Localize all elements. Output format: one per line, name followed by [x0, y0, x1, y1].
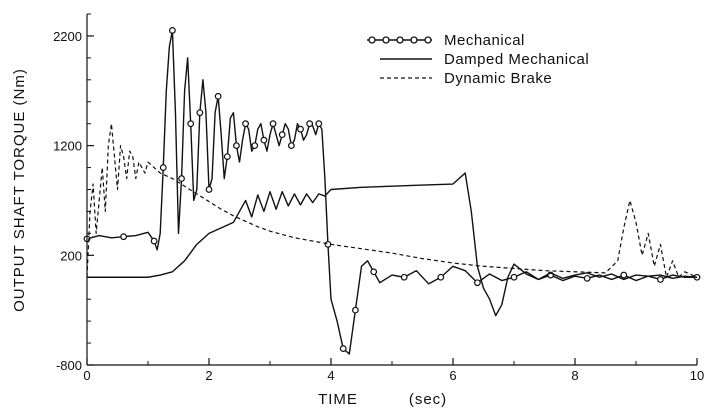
series-point-mechanical	[168, 27, 176, 34]
y-axis-title: OUTPUT SHAFT TORQUE (Nm)	[11, 68, 28, 312]
legend-marker	[368, 36, 376, 44]
series-point-mechanical	[242, 120, 250, 128]
x-axis-title: TIME	[318, 391, 358, 408]
series-layer	[83, 27, 701, 355]
x-axis-unit: (sec)	[409, 391, 447, 408]
series-point-mechanical	[287, 142, 295, 150]
series-point-mechanical	[178, 175, 185, 182]
ticks-layer: 0 2 4 6 8 10 -800 200 1200 2200	[53, 13, 704, 383]
legend-marker	[410, 36, 418, 44]
x-tick-label: 0	[83, 368, 90, 383]
series-point-mechanical	[196, 109, 204, 117]
series-point-mechanical	[437, 273, 445, 281]
series-point-mechanical	[260, 136, 268, 144]
series-point-mechanical	[339, 345, 347, 352]
y-tick-label: -800	[56, 358, 82, 373]
series-point-mechanical	[324, 240, 332, 248]
series-point-mechanical	[510, 273, 518, 281]
x-tick-label: 2	[205, 368, 212, 383]
series-line-2	[86, 123, 698, 278]
legend: Mechanical Damped Mechanical Dynamic Bra…	[367, 32, 589, 87]
legend-item-mechanical: Mechanical	[367, 32, 525, 49]
series-point-mechanical	[278, 131, 286, 139]
series-point-mechanical	[583, 274, 591, 282]
series-point-mechanical	[187, 120, 195, 128]
legend-item-damped-mechanical: Damped Mechanical	[380, 51, 589, 68]
x-tick-label: 10	[690, 368, 704, 383]
series-point-mechanical	[474, 279, 481, 287]
series-point-mechanical	[315, 120, 323, 128]
y-tick-label: 200	[60, 248, 82, 263]
x-tick-label: 6	[449, 368, 456, 383]
x-tick-label: 4	[327, 368, 334, 383]
series-point-mechanical	[120, 233, 127, 241]
series-point-mechanical	[223, 153, 231, 160]
series-point-mechanical	[400, 273, 408, 281]
series-point-mechanical	[352, 306, 359, 314]
y-tick-label: 1200	[53, 139, 82, 154]
series-point-mechanical	[297, 125, 304, 133]
x-tick-label: 8	[571, 368, 578, 383]
series-point-mechanical	[657, 276, 664, 283]
series-point-mechanical	[269, 120, 277, 128]
series-point-mechanical	[233, 142, 240, 150]
series-point-mechanical	[370, 268, 378, 276]
legend-marker	[396, 36, 404, 44]
series-point-mechanical	[251, 142, 259, 150]
series-point-mechanical	[214, 92, 222, 100]
series-point-mechanical	[205, 186, 213, 193]
axes-layer	[86, 14, 697, 366]
series-line-1	[87, 172, 698, 317]
series-line-0	[86, 29, 697, 355]
legend-item-dynamic-brake: Dynamic Brake	[380, 70, 552, 87]
y-tick-label: 2200	[53, 29, 82, 44]
legend-label-dynamic-brake: Dynamic Brake	[444, 70, 552, 87]
series-point-mechanical	[620, 271, 628, 279]
legend-marker	[424, 36, 432, 44]
legend-label-mechanical: Mechanical	[444, 32, 525, 49]
series-point-mechanical	[150, 237, 158, 245]
series-point-mechanical	[159, 164, 167, 171]
series-point-mechanical	[306, 120, 314, 128]
legend-label-damped-mechanical: Damped Mechanical	[444, 51, 589, 68]
legend-marker	[382, 36, 390, 44]
